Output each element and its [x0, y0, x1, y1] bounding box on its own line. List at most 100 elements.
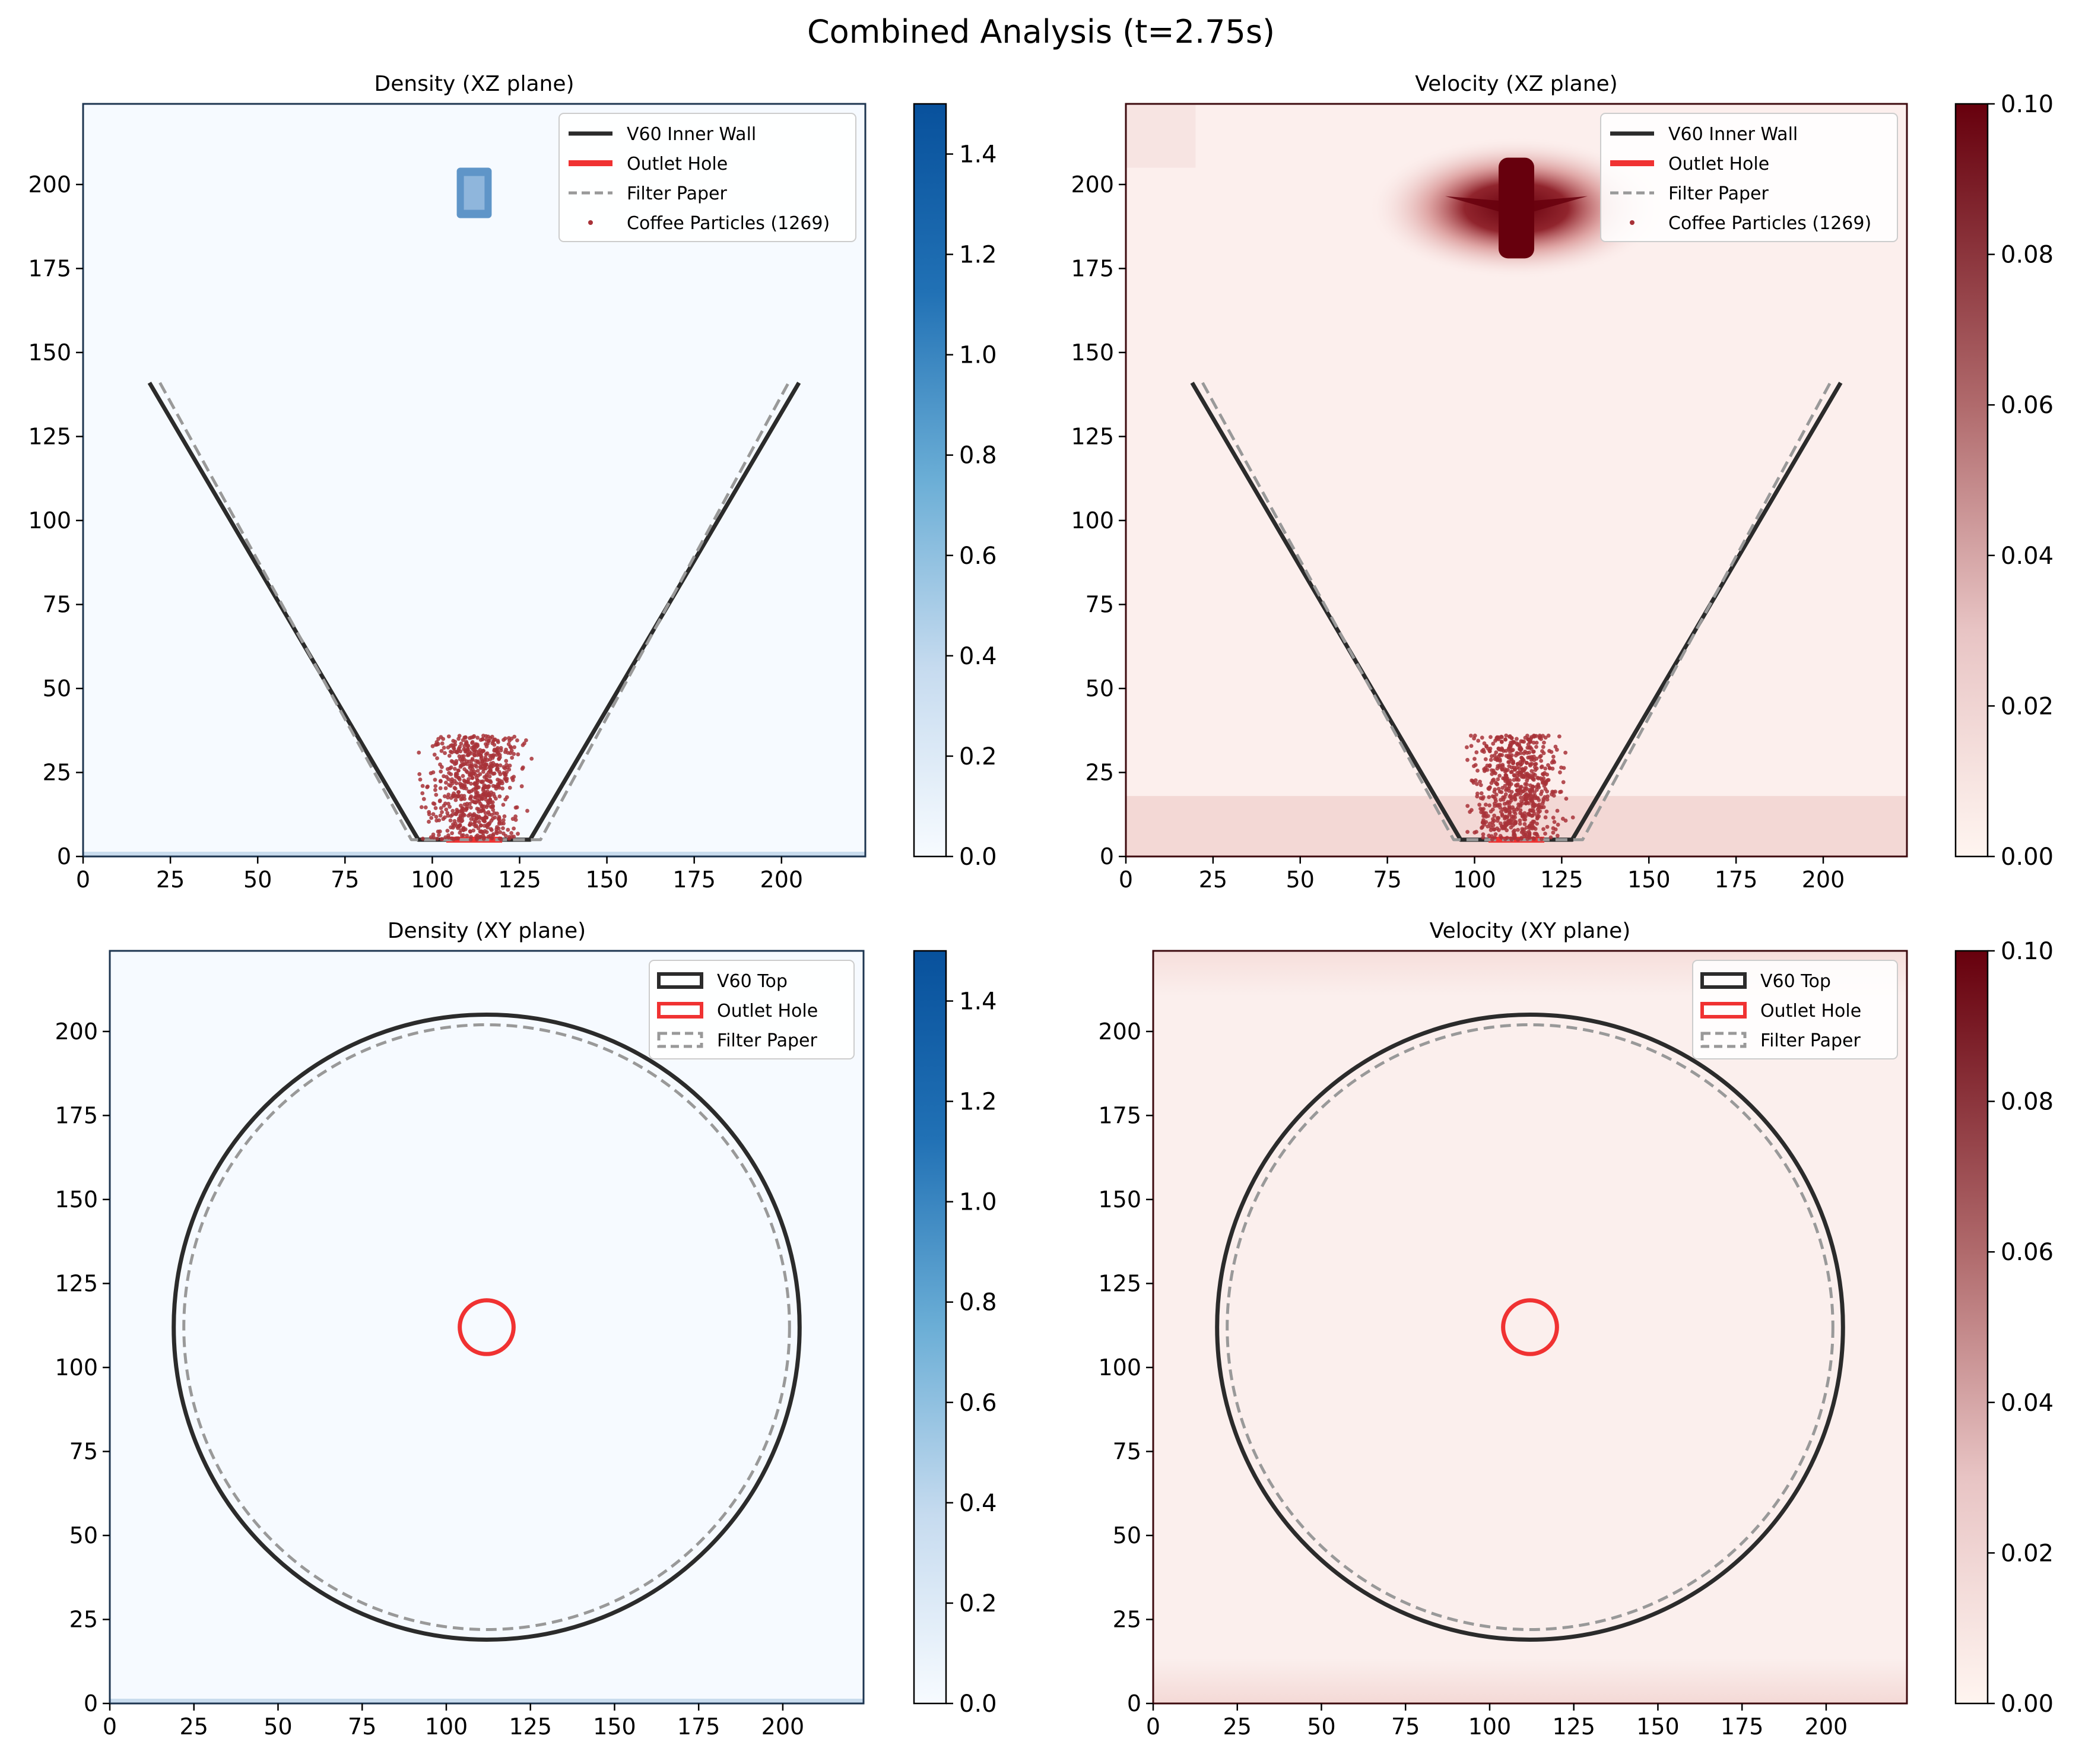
coffee-particle [462, 813, 466, 817]
x-tick-label: 200 [1805, 1714, 1848, 1740]
coffee-particle [1522, 817, 1526, 821]
coffee-particle [480, 737, 485, 742]
coffee-particle [456, 826, 460, 830]
coffee-particle [1483, 757, 1488, 762]
y-tick-label: 25 [43, 759, 71, 785]
coffee-particle [503, 736, 507, 741]
coffee-particle [497, 794, 502, 799]
coffee-particle [508, 744, 513, 749]
coffee-particle [468, 797, 472, 801]
coffee-particle [1555, 833, 1560, 838]
coffee-particle [1514, 741, 1519, 745]
colorbar-tick-label: 0.00 [2001, 1690, 2054, 1718]
coffee-particle [1515, 737, 1519, 741]
y-tick-label: 25 [1113, 1606, 1141, 1632]
x-tick-label: 75 [1373, 867, 1401, 893]
coffee-particle [1540, 789, 1544, 794]
coffee-particle [465, 779, 470, 784]
colorbar-tick-label: 0.6 [959, 542, 997, 570]
coffee-particle [420, 836, 425, 841]
coffee-particle [481, 837, 486, 841]
legend-label: Coffee Particles (1269) [627, 213, 830, 234]
colorbar-tick-label: 1.0 [959, 342, 997, 369]
coffee-particle [496, 738, 500, 743]
coffee-particle [1484, 811, 1488, 816]
coffee-particle [1507, 734, 1512, 738]
coffee-particle [1528, 762, 1532, 766]
y-tick-label: 150 [1071, 340, 1114, 366]
coffee-particle [469, 805, 473, 810]
coffee-particle [466, 813, 471, 818]
coffee-particle [1499, 798, 1503, 802]
legend-box [1600, 113, 1898, 242]
coffee-particle [1541, 776, 1546, 781]
coffee-particle [1563, 750, 1568, 755]
coffee-particle [474, 792, 478, 797]
panel-2: Velocity (XZ plane) 0 25 50 75 100 125 150 175 20… [1071, 72, 2054, 893]
coffee-particle [483, 819, 487, 824]
coffee-particle [1525, 782, 1529, 786]
legend-label: Outlet Hole [717, 1001, 818, 1021]
coffee-particle [468, 823, 472, 827]
coffee-particle [1545, 772, 1550, 777]
coffee-particle [503, 797, 508, 802]
coffee-particle [491, 783, 496, 788]
coffee-particle [512, 826, 516, 831]
coffee-particle [1509, 825, 1513, 830]
x-tick-label: 0 [1146, 1714, 1160, 1740]
coffee-particle [486, 734, 490, 739]
coffee-particle [445, 829, 450, 833]
coffee-particle [462, 802, 467, 807]
coffee-particle [1518, 785, 1522, 789]
coffee-particle [486, 810, 491, 814]
coffee-particle [1534, 740, 1539, 745]
coffee-particle [1491, 817, 1495, 821]
coffee-particle [1499, 748, 1503, 752]
coffee-particle [507, 835, 512, 839]
coffee-particle [500, 786, 504, 791]
coffee-particle [1528, 773, 1532, 778]
coffee-particle [1515, 807, 1519, 812]
circle-outlet-hole [1501, 1298, 1559, 1356]
coffee-particle [507, 738, 512, 743]
legend-label: Outlet Hole [1760, 1001, 1861, 1021]
coffee-particle [1537, 734, 1542, 738]
coffee-particle [1522, 811, 1527, 816]
coffee-particle [1564, 797, 1569, 801]
coffee-particle [496, 826, 501, 831]
coffee-particle [446, 777, 450, 782]
coffee-particle [427, 810, 431, 814]
coffee-particle [440, 741, 445, 745]
coffee-particle [1535, 821, 1540, 826]
coffee-particle [1526, 755, 1531, 760]
coffee-particle [1533, 827, 1538, 831]
coffee-particle [427, 820, 431, 824]
coffee-particle [442, 774, 446, 779]
coffee-particle [506, 827, 510, 832]
coffee-particle [429, 816, 434, 820]
coffee-particle [1507, 778, 1512, 783]
coffee-particle [477, 799, 481, 804]
y-tick-label: 125 [1098, 1270, 1141, 1296]
panel-4: Velocity (XY plane) 0 25 50 75 100 125 150 175 20… [1098, 919, 2054, 1740]
coffee-particle [450, 760, 455, 764]
coffee-particle [1486, 824, 1490, 829]
coffee-particle [1509, 789, 1514, 794]
coffee-particle [492, 811, 497, 816]
coffee-particle [1493, 757, 1497, 762]
coffee-particle [1528, 808, 1533, 813]
coffee-particle [1479, 791, 1484, 795]
coffee-particle [1556, 823, 1560, 827]
coffee-particle [1493, 797, 1497, 801]
coffee-particle [443, 815, 447, 820]
coffee-particle [1490, 754, 1494, 759]
x-tick-label: 75 [1391, 1714, 1420, 1740]
coffee-particle [1506, 760, 1510, 764]
coffee-particle [503, 766, 507, 771]
coffee-particle [478, 753, 483, 758]
coffee-particle [477, 807, 481, 811]
x-tick-label: 0 [103, 1714, 117, 1740]
coffee-particle [1502, 825, 1507, 829]
coffee-particle [479, 757, 484, 761]
coffee-particle [504, 763, 509, 767]
